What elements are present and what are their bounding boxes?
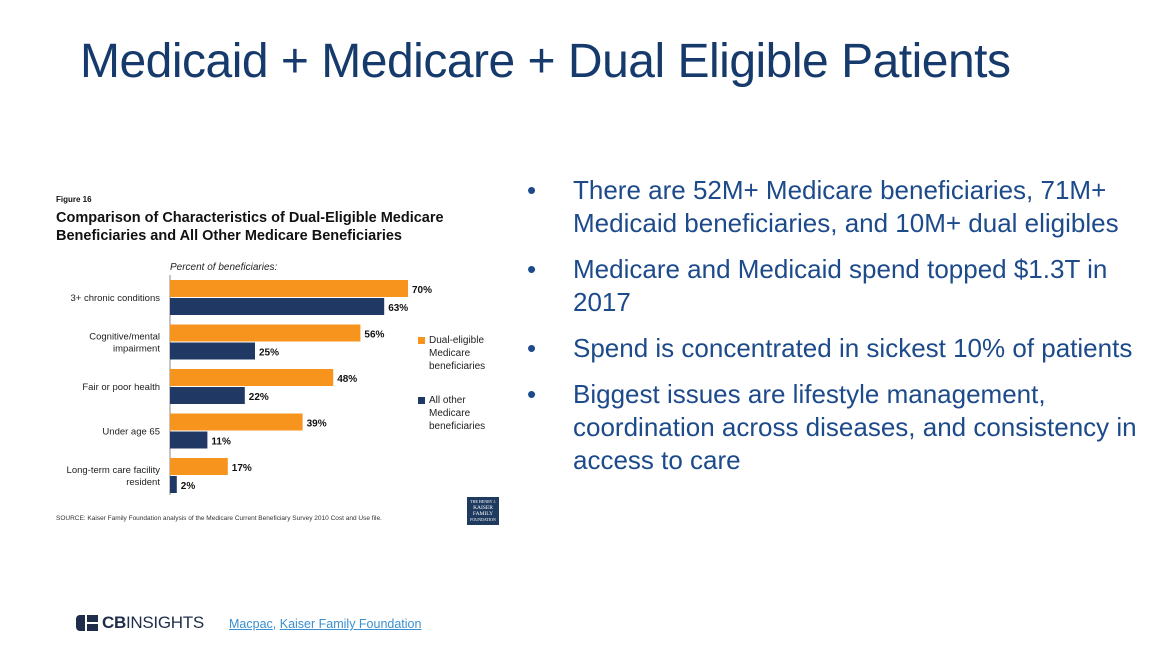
bullet-item: • Spend is concentrated in sickest 10% of… (527, 332, 1147, 365)
logo-line: FAMILY (472, 511, 494, 517)
category-label: Fair or poor health (82, 382, 160, 393)
bar-all-other (170, 476, 177, 493)
cbinsights-logo: CBINSIGHTS (76, 613, 204, 633)
legend-line: Dual-eligible (429, 335, 485, 346)
logo-line: FOUNDATION (470, 517, 496, 522)
bar-dual-eligible (170, 369, 334, 386)
legend-label-other: All other Medicare beneficiaries (429, 394, 509, 433)
data-label: 22% (249, 392, 269, 403)
bullet-dot: • (527, 254, 537, 284)
legend-line: beneficiaries (429, 421, 486, 432)
figure-title: Comparison of Characteristics of Dual-El… (56, 210, 444, 244)
data-label: 25% (259, 348, 279, 359)
source-link-kff[interactable]: Kaiser Family Foundation (279, 617, 422, 631)
bar-dual-eligible (170, 280, 408, 297)
bar-all-other (170, 298, 385, 315)
data-label: 39% (307, 419, 327, 430)
bar-dual-eligible (170, 458, 228, 475)
legend-line: Medicare (429, 348, 471, 359)
bar-dual-eligible (170, 324, 361, 342)
data-label: 11% (211, 437, 231, 448)
bar-dual-eligible (170, 413, 303, 431)
figure-label: Figure 16 (56, 195, 92, 204)
legend-swatch-dual (418, 337, 425, 344)
category-label: Long-term care facility resident (67, 465, 161, 488)
bullet-text: There are 52M+ Medicare beneficiaries, 7… (573, 175, 1119, 238)
bar-all-other (170, 342, 255, 360)
source-links: Macpac, Kaiser Family Foundation (229, 617, 421, 631)
bullet-dot: • (527, 175, 537, 205)
legend-item-all-other: All other Medicare beneficiaries (418, 394, 508, 434)
brand-bold: CB (102, 613, 126, 632)
legend-line: All other (429, 395, 466, 406)
bar-all-other (170, 387, 245, 404)
source-separator: , (272, 617, 280, 631)
bullet-item: • Biggest issues are lifestyle management… (527, 378, 1147, 477)
bullet-text: Biggest issues are lifestyle management,… (573, 379, 1137, 475)
bar-all-other (170, 431, 208, 449)
legend-swatch-other (418, 397, 425, 404)
bullet-item: • Medicare and Medicaid spend topped $1.3… (527, 253, 1147, 319)
data-label: 70% (412, 285, 432, 296)
slide-title: Medicaid + Medicare + Dual Eligible Pati… (80, 35, 1011, 88)
logo-line: THE HENRY J. (470, 499, 496, 504)
category-label: 3+ chronic conditions (70, 293, 160, 304)
bullet-list: • There are 52M+ Medicare beneficiaries, … (527, 174, 1147, 490)
legend-line: Medicare (429, 408, 471, 419)
legend-label-dual: Dual-eligible Medicare beneficiaries (429, 334, 509, 373)
bullet-dot: • (527, 333, 537, 363)
data-label: 48% (337, 374, 357, 385)
kff-logo: THE HENRY J. KAISER FAMILY FOUNDATION (467, 497, 499, 525)
data-label: 63% (388, 303, 408, 314)
figure-source: SOURCE: Kaiser Family Foundation analysi… (56, 515, 382, 522)
bullet-text: Medicare and Medicaid spend topped $1.3T… (573, 254, 1108, 317)
bullet-item: • There are 52M+ Medicare beneficiaries, … (527, 174, 1147, 240)
data-label: 17% (232, 463, 252, 474)
bullet-dot: • (527, 379, 537, 409)
legend-item-dual-eligible: Dual-eligible Medicare beneficiaries (418, 334, 508, 374)
data-label: 2% (181, 481, 196, 492)
bullet-text: Spend is concentrated in sickest 10% of … (573, 333, 1133, 363)
cbinsights-mark-icon (76, 615, 98, 631)
data-label: 56% (364, 330, 384, 341)
category-label: Under age 65 (102, 427, 160, 438)
cbinsights-wordmark: CBINSIGHTS (102, 613, 204, 633)
brand-light: INSIGHTS (125, 613, 204, 632)
axis-label: Percent of beneficiaries: (170, 262, 278, 273)
logo-line: KAISER (473, 505, 493, 511)
category-label: Cognitive/mental impairment (89, 332, 160, 355)
source-link-macpac[interactable]: Macpac (229, 617, 273, 631)
legend-line: beneficiaries (429, 361, 486, 372)
bar-chart: 3+ chronic conditions 70% 63% Cognitive/men… (67, 275, 432, 495)
